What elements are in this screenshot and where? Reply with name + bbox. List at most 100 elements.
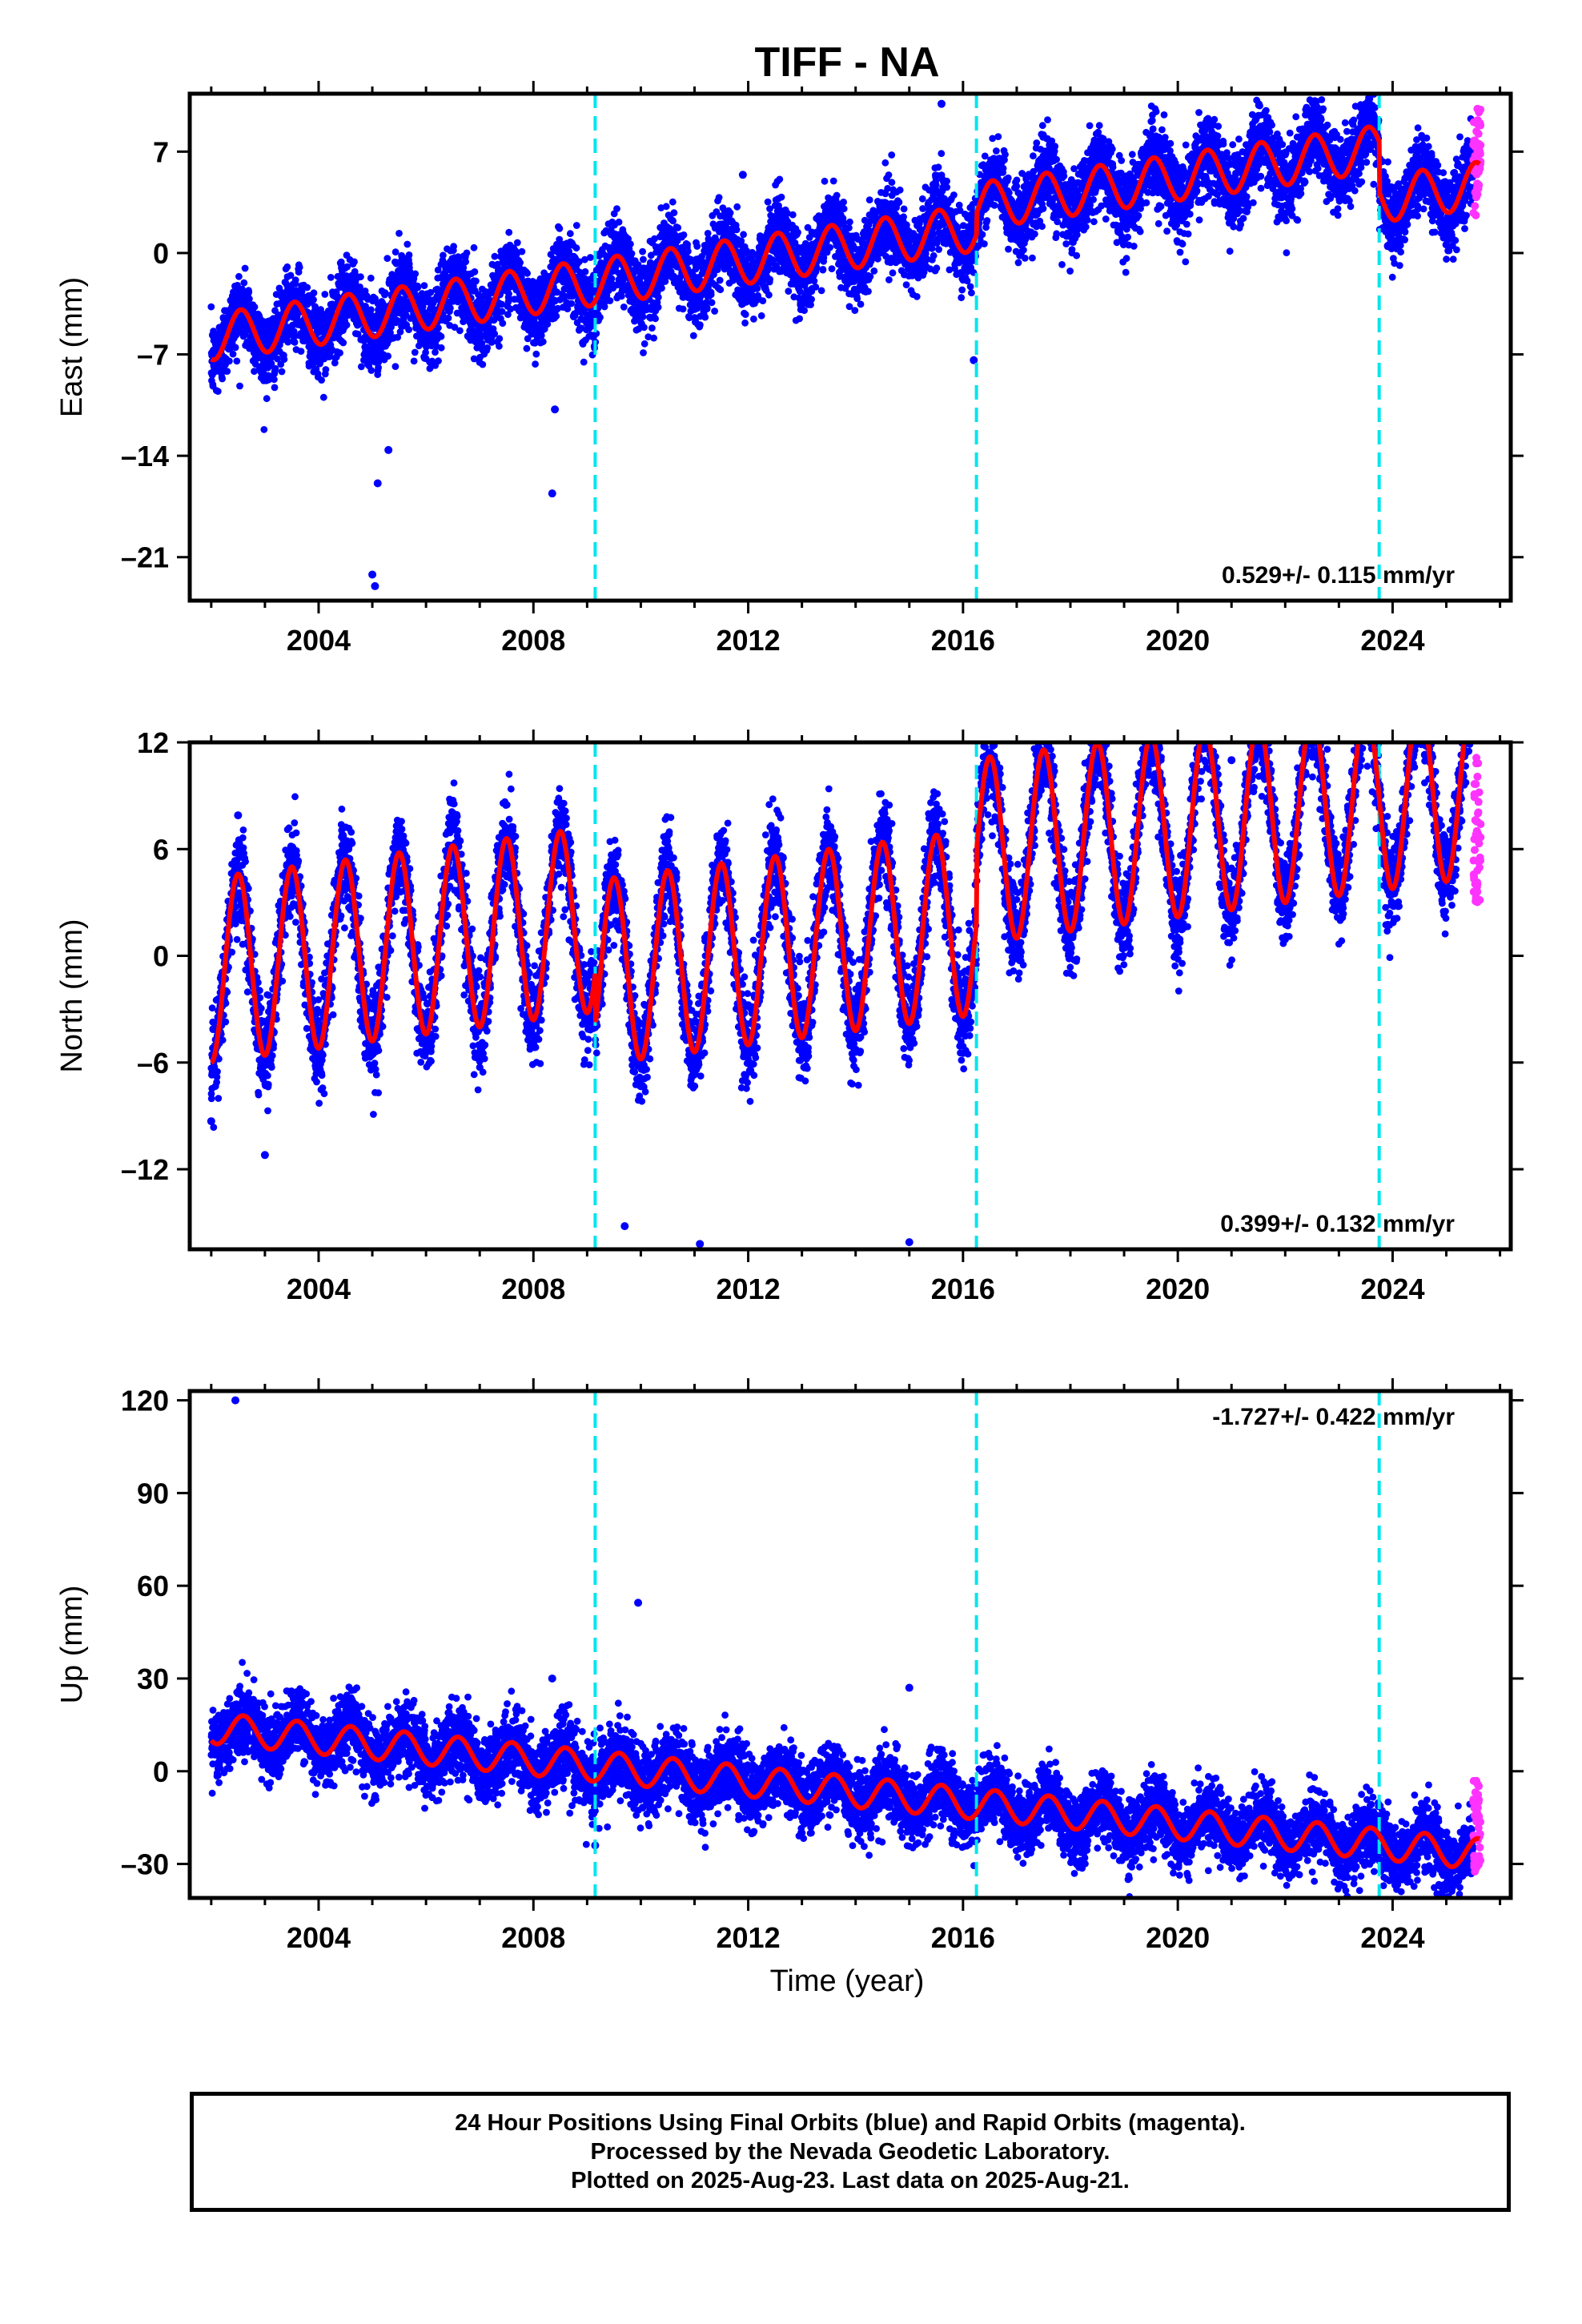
final-orbit-point — [627, 240, 634, 248]
final-orbit-point — [383, 255, 391, 262]
final-orbit-point — [596, 313, 604, 321]
final-orbit-point — [750, 316, 757, 323]
final-orbit-point — [903, 221, 910, 229]
final-orbit-point — [764, 198, 772, 206]
final-orbit-point — [658, 284, 665, 292]
final-orbit-point — [271, 384, 279, 392]
final-orbit-point — [437, 344, 445, 352]
final-orbit-point — [716, 276, 724, 284]
final-orbit-point — [662, 203, 670, 211]
final-orbit-point — [456, 327, 464, 335]
final-orbit-point — [226, 357, 233, 365]
final-orbit-point — [284, 338, 292, 346]
final-orbit-point — [556, 225, 564, 232]
final-orbit-point — [411, 348, 419, 356]
final-orbit-point — [888, 151, 896, 159]
final-orbit-point — [703, 304, 711, 312]
final-orbit-point — [785, 287, 793, 295]
final-orbit-point — [620, 304, 628, 311]
final-orbit-point — [935, 246, 942, 253]
final-orbit-point — [741, 311, 749, 318]
final-orbit-point — [733, 203, 741, 211]
final-orbit-point — [472, 277, 480, 285]
final-orbit-point — [639, 313, 647, 320]
final-orbit-point — [391, 363, 400, 370]
final-orbit-point — [669, 198, 677, 206]
final-orbit-point — [484, 344, 492, 352]
final-orbit-point — [234, 281, 241, 289]
final-orbit-point — [260, 426, 268, 433]
final-orbit-point — [343, 321, 351, 329]
final-orbit-point — [881, 159, 889, 167]
final-orbit-point — [271, 376, 278, 384]
final-orbit-point — [794, 228, 801, 236]
final-orbit-point — [518, 247, 526, 255]
final-orbit-point — [759, 297, 767, 304]
final-orbit-point — [777, 193, 785, 201]
final-orbit-point — [223, 368, 231, 375]
final-orbit-point — [291, 339, 299, 346]
final-orbit-point — [291, 332, 299, 340]
final-orbit-point — [587, 254, 594, 261]
final-orbit-point — [708, 299, 716, 307]
final-orbit-point — [357, 273, 364, 281]
final-orbit-point — [753, 285, 761, 292]
final-orbit-point — [523, 344, 531, 352]
final-orbit-point — [233, 357, 241, 365]
final-orbit-point — [697, 321, 704, 329]
final-orbit-point — [608, 275, 616, 283]
final-orbit-point — [437, 332, 445, 340]
final-orbit-point — [707, 291, 715, 299]
final-orbit-point — [640, 255, 647, 263]
final-orbit-point — [679, 305, 687, 313]
final-orbit-point — [336, 349, 343, 357]
final-orbit-point — [685, 247, 692, 255]
final-orbit-point — [833, 191, 841, 199]
final-orbit-point — [444, 314, 452, 322]
final-orbit-point — [669, 217, 677, 225]
final-orbit-point — [902, 281, 910, 288]
final-orbit-point — [615, 218, 623, 226]
final-orbit-point — [499, 320, 507, 328]
final-orbit-point — [821, 177, 829, 185]
final-orbit-point — [381, 289, 389, 297]
final-orbit-point — [711, 308, 718, 315]
final-orbit-point — [319, 393, 327, 401]
final-orbit-point — [251, 304, 259, 311]
final-orbit-point — [391, 248, 400, 256]
final-orbit-point — [251, 360, 259, 368]
final-orbit-point — [896, 186, 904, 194]
final-orbit-point — [505, 228, 513, 236]
final-orbit-point — [303, 283, 311, 292]
final-orbit-point — [934, 163, 942, 171]
final-orbit-point — [628, 250, 636, 257]
final-orbit-point — [640, 340, 648, 348]
final-orbit-point — [654, 304, 662, 312]
final-orbit-point — [819, 266, 827, 273]
final-orbit-point — [259, 368, 267, 376]
final-orbit-point — [913, 293, 921, 300]
final-orbit-point — [384, 352, 391, 360]
final-orbit-point — [885, 171, 893, 179]
final-orbit-point — [840, 205, 848, 213]
final-orbit-point — [516, 259, 524, 267]
final-orbit-point — [817, 287, 825, 295]
final-orbit-point — [470, 243, 478, 251]
final-orbit-point — [613, 205, 620, 212]
final-orbit-point — [776, 175, 784, 183]
final-orbit-point — [447, 304, 454, 312]
final-orbit-point — [414, 283, 422, 292]
final-orbit-point — [580, 358, 588, 366]
final-orbit-point — [267, 360, 275, 368]
final-orbit-point — [930, 251, 938, 259]
final-orbit-point — [870, 267, 878, 275]
final-orbit-point — [741, 319, 749, 327]
final-orbit-point — [552, 312, 560, 320]
final-orbit-point — [566, 230, 574, 238]
final-orbit-point — [322, 366, 330, 373]
final-orbit-point — [885, 276, 893, 283]
final-orbit-point — [271, 364, 279, 372]
final-orbit-point — [715, 194, 723, 202]
final-orbit-point — [572, 244, 580, 252]
